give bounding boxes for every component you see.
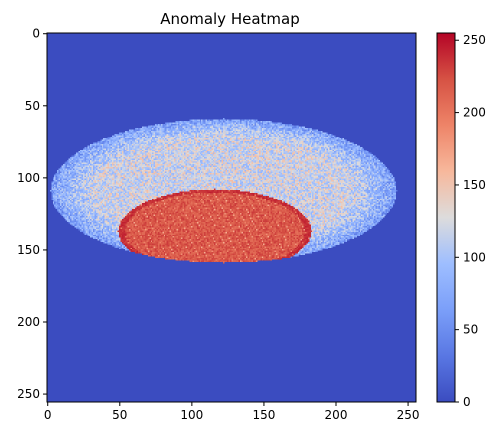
x-tick-label: 200	[325, 408, 348, 422]
heatmap-frame	[46, 32, 417, 403]
y-tick-label: 50	[25, 99, 40, 113]
colorbar-gradient	[437, 33, 455, 402]
colorbar-tick-label: 100	[463, 250, 486, 264]
x-tick-label: 0	[44, 408, 52, 422]
heatmap-image	[47, 33, 416, 402]
colorbar-tick-label: 50	[463, 323, 478, 337]
x-tick-label: 150	[252, 408, 275, 422]
colorbar-tick-label: 0	[463, 395, 471, 409]
y-tick-label: 100	[17, 171, 40, 185]
colorbar-frame	[436, 32, 456, 403]
colorbar: 0 50 100 150 200 250	[436, 32, 486, 409]
y-tick-label: 250	[17, 387, 40, 401]
y-tick-label: 200	[17, 315, 40, 329]
y-axis: 0 50 100 150 200 250	[17, 27, 47, 401]
colorbar-tick-label: 200	[463, 106, 486, 120]
y-tick-label: 150	[17, 243, 40, 257]
colorbar-tick-label: 250	[463, 33, 486, 47]
chart-title: Anomaly Heatmap	[160, 10, 299, 28]
y-tick-label: 0	[32, 27, 40, 41]
colorbar-tick-label: 150	[463, 178, 486, 192]
x-axis: 0 50 100 150 200 250	[44, 402, 420, 422]
heatmap-plot-area	[46, 32, 417, 403]
x-tick-label: 50	[112, 408, 127, 422]
x-tick-label: 100	[180, 408, 203, 422]
colorbar-ticks: 0 50 100 150 200 250	[455, 33, 486, 409]
x-tick-label: 250	[397, 408, 420, 422]
